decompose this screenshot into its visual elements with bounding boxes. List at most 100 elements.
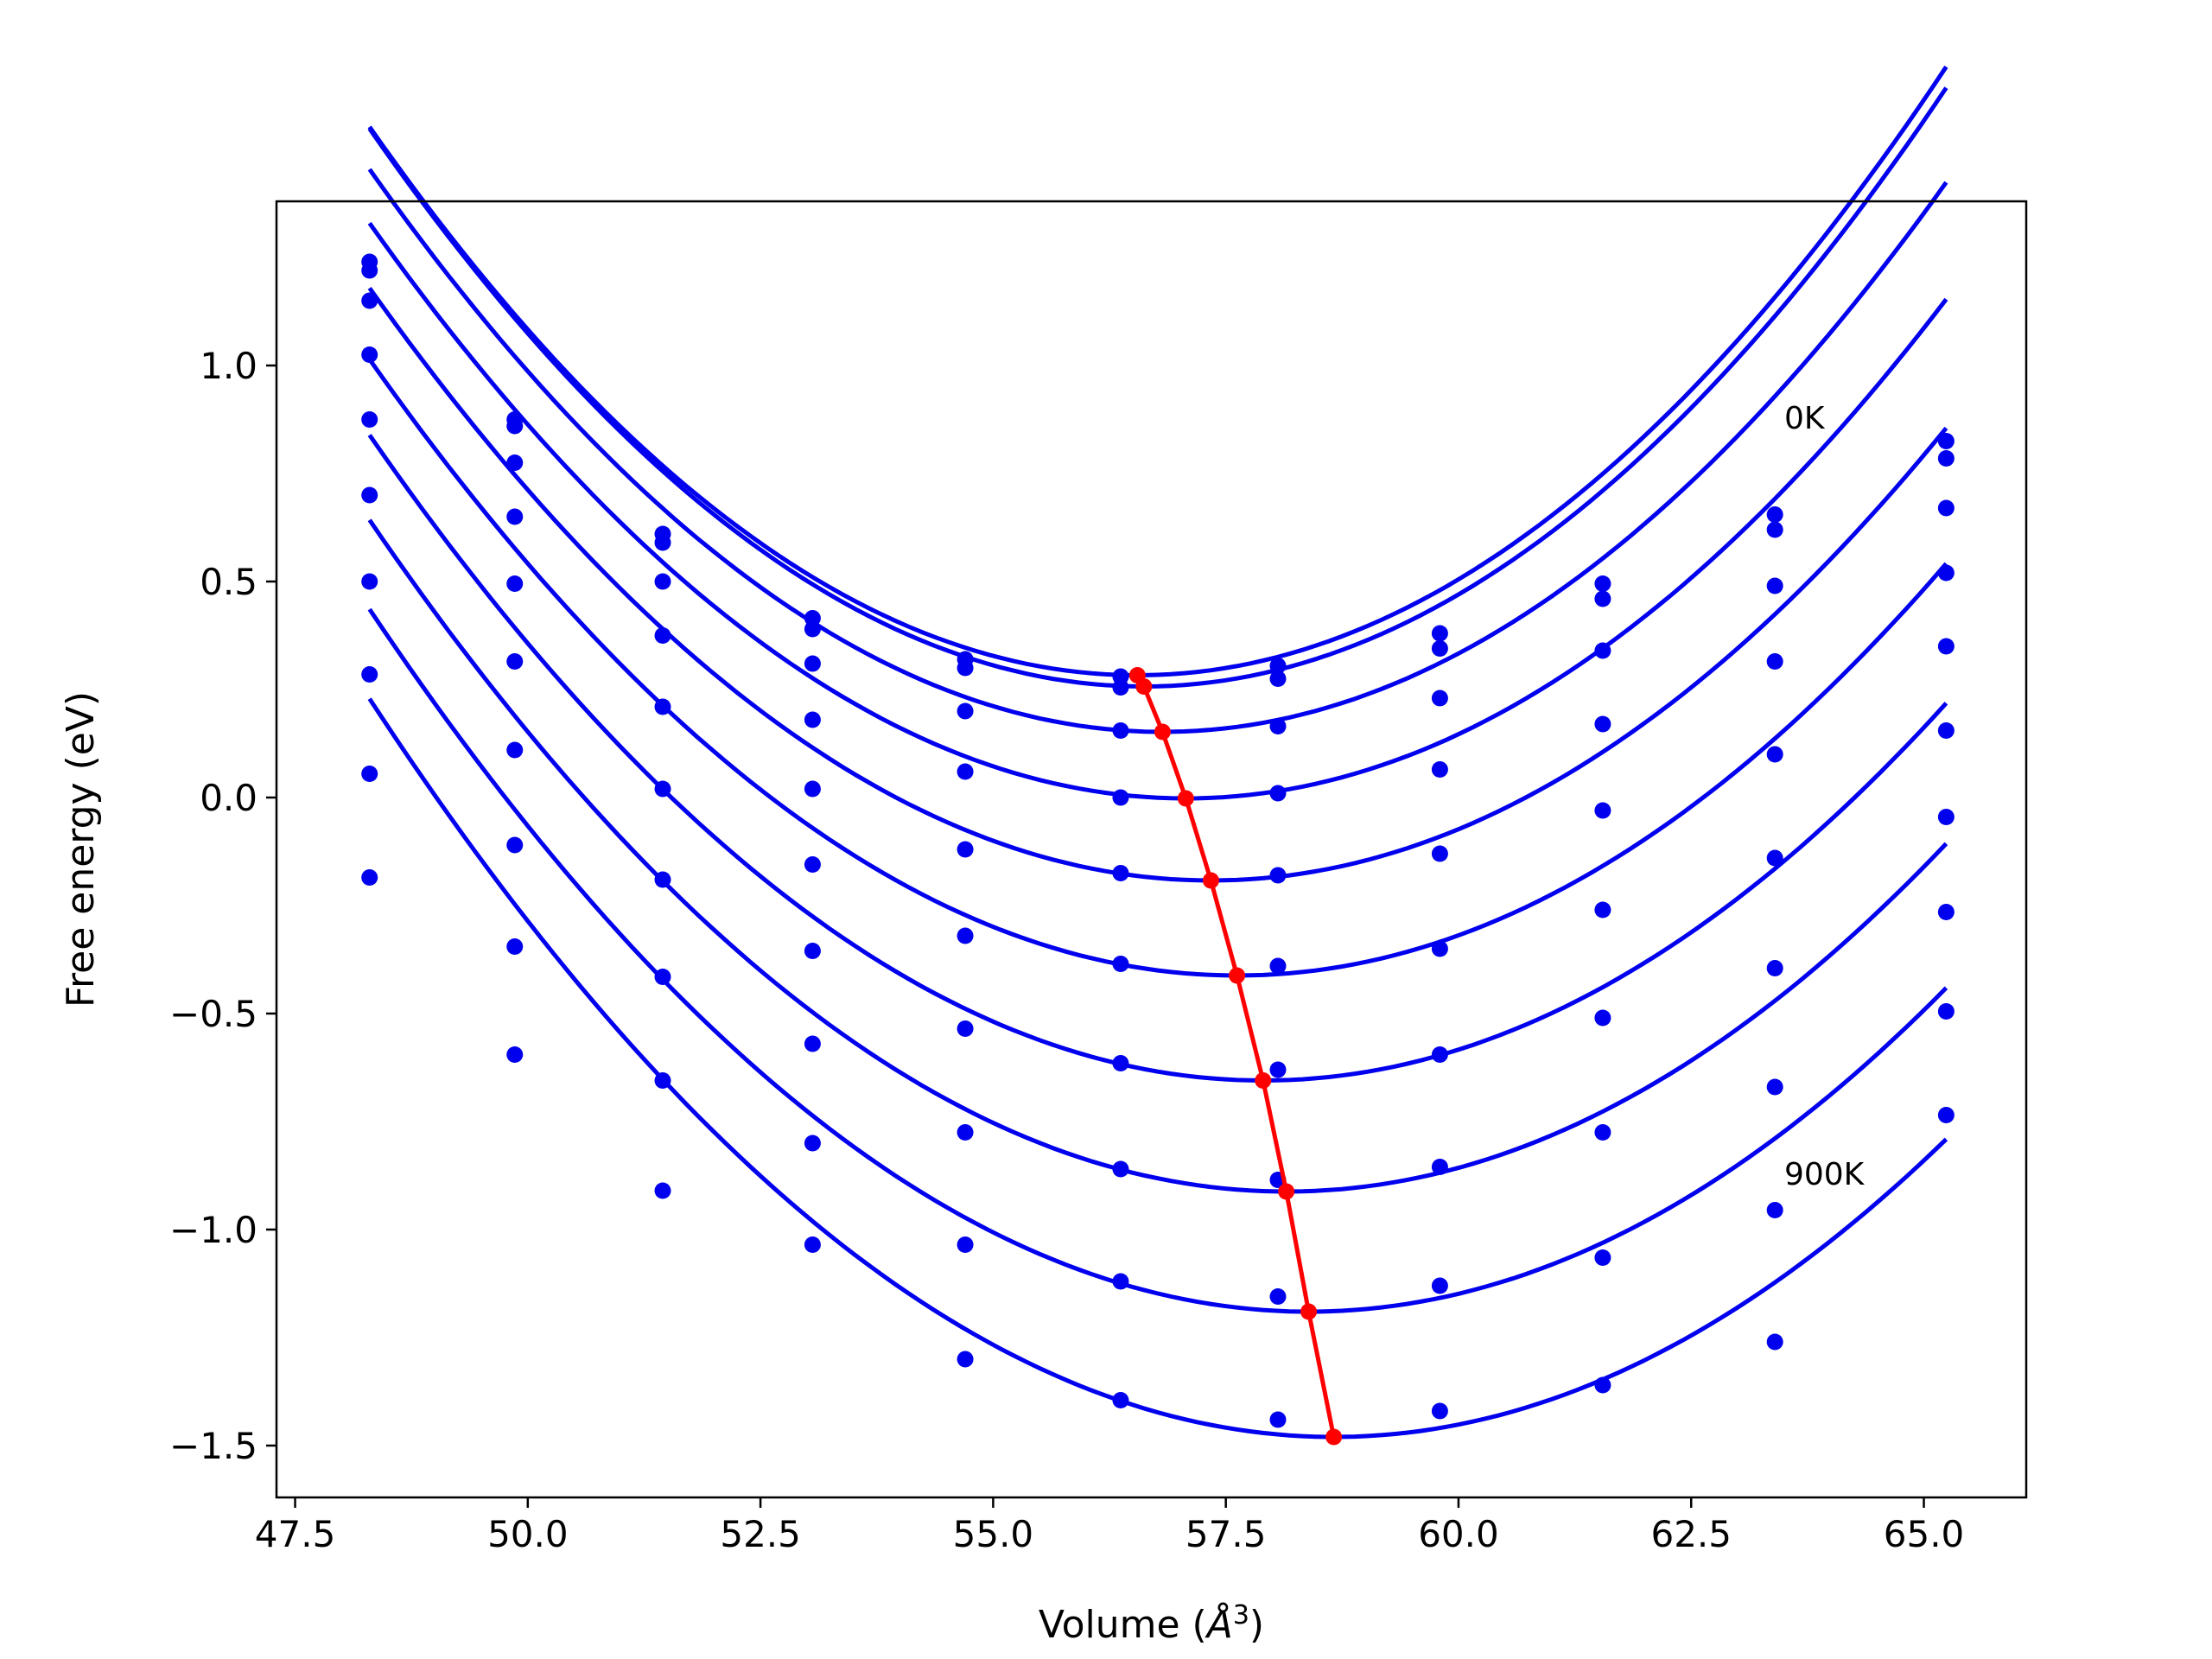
fit-curve-5 xyxy=(367,358,1948,978)
data-point-s7-7 xyxy=(1431,1159,1448,1175)
data-point-s1-8 xyxy=(1594,590,1611,607)
data-point-s3-7 xyxy=(1431,761,1448,778)
data-point-s2-3 xyxy=(804,655,821,672)
data-point-s1-0 xyxy=(361,262,378,279)
y-axis-label: Free energy (eV) xyxy=(59,691,103,1007)
x-tick-label-0: 47.5 xyxy=(255,1513,336,1555)
data-point-s2-7 xyxy=(1431,690,1448,707)
fit-curve-8 xyxy=(367,607,1948,1314)
data-point-s1-9 xyxy=(1766,521,1783,538)
data-point-s6-5 xyxy=(1112,1055,1129,1071)
data-point-s3-4 xyxy=(957,763,974,780)
data-point-s5-3 xyxy=(804,856,821,873)
data-point-s6-1 xyxy=(506,741,524,759)
equilibrium-point-1 xyxy=(1135,678,1153,695)
data-point-s9-5 xyxy=(1112,1392,1129,1408)
data-point-s9-1 xyxy=(506,1046,524,1063)
data-point-s9-8 xyxy=(1594,1376,1611,1394)
data-point-s4-6 xyxy=(1269,867,1287,884)
x-tick-label-7: 65.0 xyxy=(1884,1513,1965,1555)
data-point-s1-6 xyxy=(1269,671,1287,687)
data-point-s9-3 xyxy=(804,1236,821,1253)
data-point-s3-0 xyxy=(361,346,378,363)
equilibrium-point-6 xyxy=(1255,1072,1272,1089)
data-point-s7-1 xyxy=(506,836,524,854)
data-point-s8-1 xyxy=(506,938,524,955)
y-tick-label-3: 0.0 xyxy=(200,777,257,819)
annotation-0k: 0K xyxy=(1784,401,1826,436)
data-point-s4-3 xyxy=(804,780,821,798)
data-point-s5-8 xyxy=(1594,901,1611,918)
data-point-s8-6 xyxy=(1269,1288,1287,1305)
data-point-s9-10 xyxy=(1937,1107,1955,1123)
equilibrium-point-7 xyxy=(1278,1183,1295,1200)
data-point-s6-10 xyxy=(1937,809,1955,825)
data-point-s1-5 xyxy=(1112,679,1129,696)
data-point-s9-7 xyxy=(1431,1402,1448,1420)
data-point-s4-5 xyxy=(1112,865,1129,881)
data-point-s0-7 xyxy=(1431,625,1448,642)
data-point-s1-4 xyxy=(957,659,974,677)
data-point-s4-10 xyxy=(1937,638,1955,655)
x-tick-label-5: 60.0 xyxy=(1418,1513,1499,1555)
data-point-s5-7 xyxy=(1431,940,1448,957)
data-point-s4-4 xyxy=(957,841,974,858)
data-point-s9-4 xyxy=(957,1351,974,1368)
data-point-s9-2 xyxy=(654,1182,671,1199)
data-point-s6-7 xyxy=(1431,1046,1448,1063)
equilibrium-point-4 xyxy=(1202,872,1219,889)
data-point-s1-10 xyxy=(1937,450,1955,467)
x-axis-label-exponent: 3 xyxy=(1233,1600,1249,1630)
x-axis-label-close: ) xyxy=(1249,1603,1264,1647)
plot-area xyxy=(361,65,1955,1446)
equilibrium-line xyxy=(1135,674,1337,1438)
tick-layer: 47.5 50.0 52.5 55.0 57.5 60.0 62.5 65.0 −1.5 −1.0… xyxy=(169,345,1964,1555)
equilibrium-point-3 xyxy=(1177,790,1194,807)
equilibrium-point-5 xyxy=(1229,967,1246,984)
data-point-s4-0 xyxy=(361,411,378,428)
data-point-s2-2 xyxy=(654,573,671,590)
x-axis-label-unit: Å xyxy=(1205,1601,1233,1647)
data-point-s2-6 xyxy=(1269,718,1287,734)
data-point-s8-3 xyxy=(804,1135,821,1152)
data-point-s2-10 xyxy=(1937,499,1955,517)
data-point-s8-10 xyxy=(1937,1003,1955,1020)
data-point-s4-8 xyxy=(1594,802,1611,819)
data-point-s7-5 xyxy=(1112,1160,1129,1178)
data-point-s1-2 xyxy=(654,534,671,551)
data-point-s5-9 xyxy=(1766,849,1783,867)
data-point-s7-10 xyxy=(1937,904,1955,920)
axes-frame xyxy=(275,200,2028,1499)
x-tick-label-3: 55.0 xyxy=(953,1513,1034,1555)
equilibrium-point-9 xyxy=(1325,1428,1343,1446)
data-point-s4-9 xyxy=(1766,746,1783,763)
fit-curve-1 xyxy=(367,86,1948,690)
data-point-s7-0 xyxy=(361,666,378,683)
data-point-s3-8 xyxy=(1594,715,1611,733)
x-tick-label-4: 57.5 xyxy=(1185,1513,1267,1555)
x-axis-label-main: Volume ( xyxy=(1039,1603,1207,1647)
y-tick-label-5: 1.0 xyxy=(200,345,257,387)
data-point-s0-10 xyxy=(1937,433,1955,449)
data-point-s5-1 xyxy=(506,653,524,670)
equilibrium-point-2 xyxy=(1154,723,1171,741)
data-point-s6-9 xyxy=(1766,960,1783,976)
data-point-s7-3 xyxy=(804,1035,821,1052)
data-point-s6-4 xyxy=(957,1020,974,1037)
data-point-s8-0 xyxy=(361,766,378,782)
data-point-s2-9 xyxy=(1766,577,1783,594)
y-tick-label-1: −1.0 xyxy=(169,1209,257,1251)
data-point-s8-8 xyxy=(1594,1249,1611,1266)
data-point-s3-6 xyxy=(1269,785,1287,802)
data-point-s9-9 xyxy=(1766,1333,1783,1351)
x-tick-label-2: 52.5 xyxy=(720,1513,801,1555)
data-point-s9-6 xyxy=(1269,1411,1287,1428)
data-point-s1-7 xyxy=(1431,640,1448,657)
data-point-s6-0 xyxy=(361,573,378,590)
data-point-s5-6 xyxy=(1269,957,1287,975)
data-point-s7-9 xyxy=(1766,1078,1783,1096)
y-tick-label-2: −0.5 xyxy=(169,993,257,1035)
data-point-s3-1 xyxy=(506,508,524,525)
fit-curve-6 xyxy=(367,434,1948,1084)
